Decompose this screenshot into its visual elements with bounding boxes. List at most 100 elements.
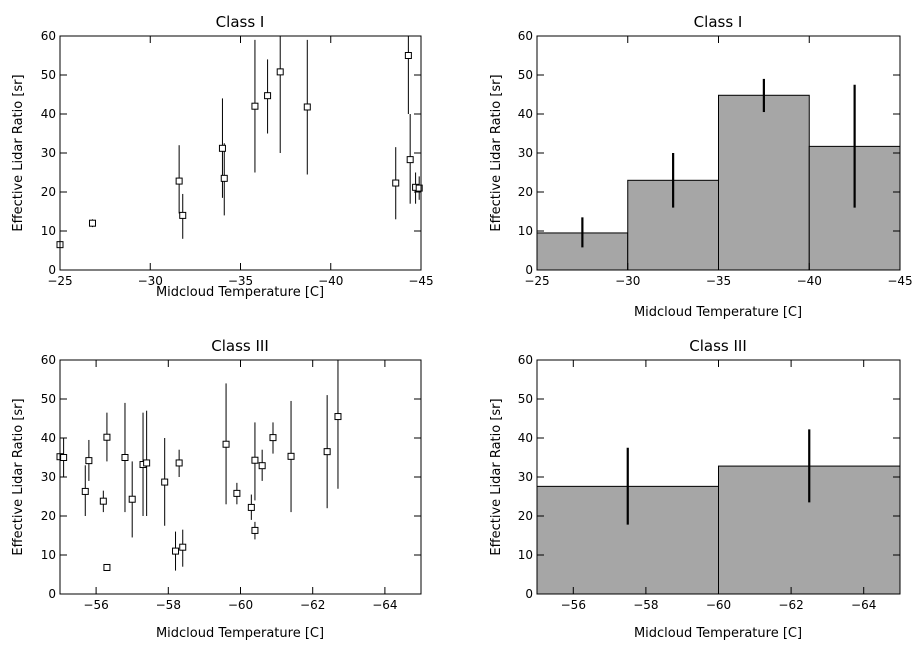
data-point-marker (251, 456, 259, 464)
y-tick-label: 20 (41, 509, 56, 523)
y-tick-label: 60 (518, 29, 533, 43)
data-point-marker (128, 495, 136, 503)
panel-title: Class I (694, 13, 743, 31)
y-tick-label: 30 (41, 470, 56, 484)
data-point-marker (121, 454, 129, 461)
x-axis-label: Midcloud Temperature [C] (156, 285, 324, 300)
x-tick-label: −25 (47, 274, 72, 288)
x-axis-label: Midcloud Temperature [C] (634, 305, 802, 320)
data-point-marker (88, 219, 96, 227)
x-tick-label: −62 (300, 598, 325, 612)
data-point-marker (222, 440, 230, 448)
y-tick-label: 0 (48, 587, 56, 601)
y-axis-label: Effective Lidar Ratio [sr] (11, 398, 26, 555)
data-point-marker (99, 497, 107, 505)
data-point-marker (269, 434, 277, 442)
y-tick-label: 30 (518, 470, 533, 484)
data-point-marker (415, 184, 423, 192)
x-tick-label: −35 (706, 274, 731, 288)
panel-title: Class I (216, 13, 265, 31)
y-axis-label: Effective Lidar Ratio [sr] (489, 398, 504, 555)
data-point-marker (60, 454, 68, 461)
panel-class-i-scatter: Class I Midcloud Temperature [C] Effecti… (11, 13, 434, 300)
y-axis-label: Effective Lidar Ratio [sr] (489, 74, 504, 231)
x-tick-label: −58 (156, 598, 181, 612)
y-tick-label: 10 (518, 548, 533, 562)
data-point-marker (404, 52, 412, 59)
y-tick-label: 50 (41, 68, 56, 82)
y-tick-label: 50 (41, 392, 56, 406)
y-tick-label: 0 (525, 587, 533, 601)
data-point-marker (103, 563, 111, 571)
x-tick-label: −45 (408, 274, 433, 288)
data-point-marker (258, 462, 266, 470)
data-point-marker (85, 457, 93, 465)
x-tick-label: −35 (228, 274, 253, 288)
y-tick-label: 40 (518, 107, 533, 121)
x-tick-label: −40 (797, 274, 822, 288)
x-tick-label: −64 (372, 598, 397, 612)
panel-class-iii-bars: Class III Midcloud Temperature [C] Effec… (489, 337, 901, 641)
data-point-marker (323, 448, 331, 456)
data-point-marker (81, 487, 89, 495)
plot-frame (59, 359, 422, 595)
data-point-marker (179, 543, 187, 551)
x-axis-label: Midcloud Temperature [C] (156, 626, 324, 641)
y-tick-label: 20 (518, 509, 533, 523)
data-point-marker (143, 459, 151, 467)
y-tick-label: 20 (41, 185, 56, 199)
y-tick-label: 60 (518, 353, 533, 367)
y-tick-label: 40 (41, 431, 56, 445)
data-point-marker (251, 526, 259, 534)
x-tick-label: −56 (83, 598, 108, 612)
data-point-marker (264, 92, 272, 100)
y-tick-label: 50 (518, 392, 533, 406)
y-tick-label: 0 (48, 263, 56, 277)
data-point-marker (334, 413, 342, 421)
data-point-marker (276, 68, 284, 76)
x-tick-label: −64 (851, 598, 876, 612)
data-point-marker (247, 503, 255, 511)
y-axis-label: Effective Lidar Ratio [sr] (11, 74, 26, 231)
y-tick-label: 30 (518, 146, 533, 160)
panel-class-iii-scatter: Class III Midcloud Temperature [C] Effec… (11, 337, 422, 641)
data-point-marker (103, 433, 111, 441)
data-point-marker (172, 547, 180, 555)
y-tick-label: 20 (518, 185, 533, 199)
panel-title: Class III (689, 337, 747, 355)
data-point-marker (161, 478, 169, 486)
y-tick-label: 50 (518, 68, 533, 82)
data-point-marker (287, 452, 295, 460)
x-tick-label: −25 (524, 274, 549, 288)
data-point-marker (175, 459, 183, 467)
panel-class-i-bars: Class I Midcloud Temperature [C] Effecti… (489, 13, 912, 320)
y-tick-label: 40 (518, 431, 533, 445)
x-axis-label: Midcloud Temperature [C] (634, 626, 802, 641)
x-tick-label: −30 (138, 274, 163, 288)
panel-title: Class III (211, 337, 269, 355)
data-point-marker (220, 174, 228, 182)
x-tick-label: −60 (706, 598, 731, 612)
x-tick-label: −30 (615, 274, 640, 288)
x-tick-label: −56 (561, 598, 586, 612)
y-tick-label: 10 (518, 224, 533, 238)
data-point-marker (303, 103, 311, 111)
y-tick-label: 10 (41, 548, 56, 562)
x-tick-label: −40 (318, 274, 343, 288)
y-tick-label: 30 (41, 146, 56, 160)
y-tick-label: 60 (41, 29, 56, 43)
x-tick-label: −62 (778, 598, 803, 612)
data-point-marker (233, 489, 241, 497)
data-point-marker (175, 177, 183, 185)
y-tick-label: 0 (525, 263, 533, 277)
x-tick-label: −60 (228, 598, 253, 612)
plot-frame (59, 35, 422, 271)
x-tick-label: −45 (887, 274, 912, 288)
y-tick-label: 60 (41, 353, 56, 367)
y-tick-label: 10 (41, 224, 56, 238)
data-point-marker (251, 102, 259, 110)
data-point-marker (179, 211, 187, 219)
histogram-bar (718, 94, 810, 271)
data-point-marker (218, 144, 226, 152)
